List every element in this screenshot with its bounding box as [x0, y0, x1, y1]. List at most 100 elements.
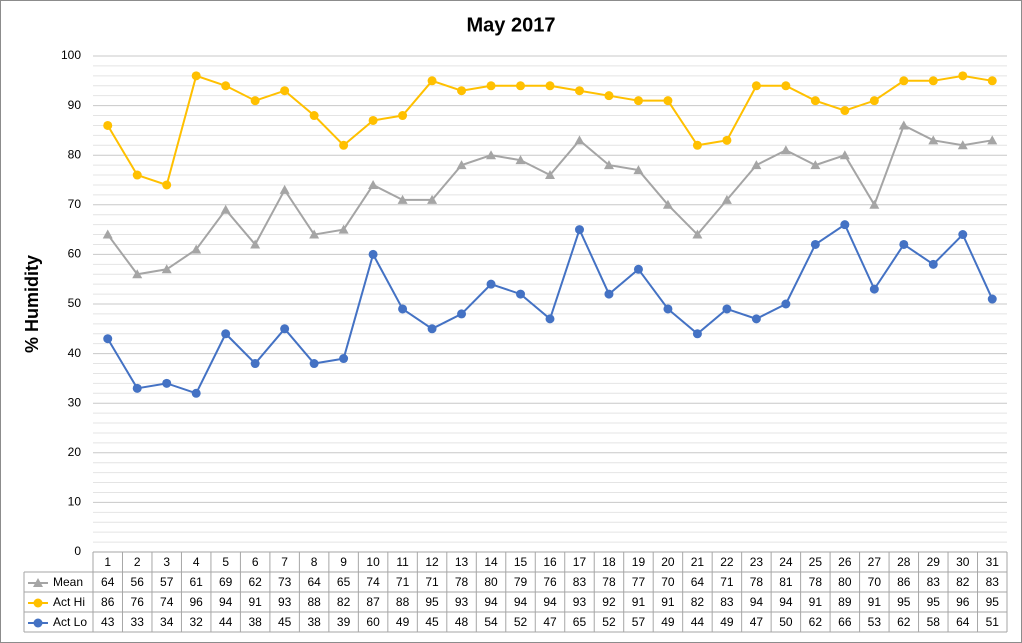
table-value: 83 — [927, 575, 941, 589]
table-value: 54 — [484, 615, 498, 629]
table-value: 52 — [602, 615, 616, 629]
table-value: 38 — [248, 615, 262, 629]
chart-title: May 2017 — [467, 14, 556, 36]
y-tick-label: 30 — [68, 395, 82, 409]
marker — [457, 309, 467, 319]
marker — [191, 244, 202, 254]
x-tick-label: 28 — [897, 555, 911, 569]
marker — [545, 81, 555, 91]
marker — [633, 96, 643, 106]
x-tick-label: 24 — [779, 555, 793, 569]
table-value: 82 — [337, 595, 351, 609]
marker — [810, 160, 821, 170]
x-tick-label: 4 — [193, 555, 200, 569]
table-value: 38 — [307, 615, 321, 629]
x-tick-label: 26 — [838, 555, 852, 569]
marker — [957, 140, 968, 150]
y-tick-label: 40 — [68, 346, 82, 360]
table-value: 74 — [160, 595, 174, 609]
x-tick-label: 19 — [632, 555, 646, 569]
table-value: 71 — [425, 575, 439, 589]
table-value: 76 — [543, 575, 557, 589]
marker — [516, 289, 526, 299]
marker — [928, 135, 939, 145]
marker — [220, 204, 231, 214]
marker — [721, 194, 732, 204]
marker — [103, 120, 113, 130]
marker — [781, 299, 791, 309]
marker — [280, 324, 290, 334]
marker — [368, 249, 378, 259]
marker — [33, 598, 43, 608]
table-value: 91 — [632, 595, 646, 609]
marker — [191, 71, 201, 81]
y-tick-label: 60 — [68, 247, 82, 261]
marker — [456, 160, 467, 170]
x-tick-label: 13 — [455, 555, 469, 569]
table-value: 82 — [956, 575, 970, 589]
marker — [427, 324, 437, 334]
marker — [662, 199, 673, 209]
marker — [574, 225, 584, 235]
marker — [515, 155, 526, 165]
y-tick-label: 100 — [61, 48, 81, 62]
legend-label: Mean — [53, 575, 83, 589]
marker — [486, 150, 497, 160]
marker — [928, 259, 938, 269]
y-tick-label: 50 — [68, 296, 82, 310]
table-value: 94 — [750, 595, 764, 609]
table-value: 47 — [750, 615, 764, 629]
table-value: 91 — [809, 595, 823, 609]
table-value: 78 — [809, 575, 823, 589]
table-value: 64 — [307, 575, 321, 589]
marker — [840, 106, 850, 116]
marker — [781, 81, 791, 91]
x-tick-label: 3 — [163, 555, 170, 569]
table-value: 33 — [131, 615, 145, 629]
table-value: 77 — [632, 575, 646, 589]
table-value: 34 — [160, 615, 174, 629]
table-value: 39 — [337, 615, 351, 629]
marker — [103, 334, 113, 344]
marker — [309, 111, 319, 121]
marker — [810, 96, 820, 106]
table-value: 95 — [425, 595, 439, 609]
table-value: 79 — [514, 575, 528, 589]
table-value: 49 — [661, 615, 675, 629]
table-value: 53 — [868, 615, 882, 629]
table-value: 83 — [720, 595, 734, 609]
marker — [457, 86, 467, 96]
table-value: 32 — [190, 615, 204, 629]
marker — [338, 224, 349, 234]
x-tick-label: 6 — [252, 555, 259, 569]
table-value: 95 — [986, 595, 1000, 609]
marker — [604, 91, 614, 101]
table-value: 43 — [101, 615, 115, 629]
marker — [132, 170, 142, 180]
marker — [751, 81, 761, 91]
marker — [869, 96, 879, 106]
x-tick-label: 11 — [396, 555, 409, 569]
x-tick-label: 27 — [868, 555, 882, 569]
table-value: 44 — [691, 615, 705, 629]
y-tick-label: 20 — [68, 445, 82, 459]
table-value: 64 — [956, 615, 970, 629]
marker — [928, 76, 938, 86]
table-value: 58 — [927, 615, 941, 629]
y-tick-label: 70 — [68, 197, 82, 211]
table-value: 93 — [278, 595, 292, 609]
marker — [987, 76, 997, 86]
marker — [692, 329, 702, 339]
table-value: 83 — [986, 575, 1000, 589]
marker — [427, 194, 438, 204]
marker — [869, 284, 879, 294]
legend-label: Act Hi — [53, 595, 85, 609]
marker — [368, 115, 378, 125]
marker — [692, 229, 703, 239]
table-value: 65 — [337, 575, 351, 589]
table-value: 76 — [131, 595, 145, 609]
marker — [663, 304, 673, 314]
table-value: 52 — [514, 615, 528, 629]
marker — [574, 135, 585, 145]
